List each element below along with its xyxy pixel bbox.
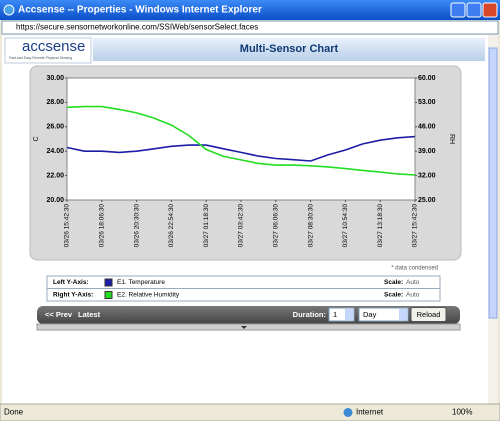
- y-tick-label: 28.00: [46, 99, 64, 106]
- x-tick-label: 03/27 08:30:30: [307, 204, 314, 248]
- expand-bar[interactable]: [36, 323, 461, 331]
- y2-tick-label: 60.00: [418, 75, 436, 82]
- reload-label: Reload: [417, 310, 441, 319]
- plot-area: [66, 77, 416, 201]
- note: * data condensed: [391, 266, 438, 272]
- x-tick-label: 03/27 15:42:30: [412, 204, 419, 248]
- legend-axis: Right Y-Axis:: [53, 292, 93, 299]
- y-tick-label: 26.00: [46, 124, 64, 131]
- x-tick-label: 03/26 15:42:30: [64, 204, 71, 248]
- y-tick-label: 30.00: [46, 75, 64, 82]
- duration-value: 1: [333, 310, 337, 319]
- y2-tick-label: 25.00: [418, 197, 436, 204]
- x-tick-label: 03/27 01:18:30: [203, 204, 210, 248]
- y-tick-label: 20.00: [46, 197, 64, 204]
- address-bar[interactable]: [1, 20, 499, 35]
- legend-swatch: [104, 291, 113, 299]
- x-tick-label: 03/26 20:30:30: [133, 204, 140, 248]
- prev-link[interactable]: << Prev: [45, 310, 73, 319]
- reload-button[interactable]: [410, 307, 447, 322]
- logo-box: [4, 37, 92, 64]
- status-text: Done: [4, 408, 24, 417]
- y-tick-label: 22.00: [46, 172, 64, 179]
- unit-select[interactable]: [358, 307, 409, 322]
- x-tick-label: 03/27 10:54:30: [342, 204, 349, 248]
- legend-table: Left Y-Axis: E1. Temperature Scale: Auto Rig…: [46, 275, 441, 302]
- x-tick-label: 03/27 13:18:30: [377, 204, 384, 248]
- legend-series: E1. Temperature: [117, 279, 165, 286]
- close-button[interactable]: [482, 2, 498, 18]
- x-tick-label: 03/26 22:54:30: [168, 204, 175, 248]
- zone-icon: [343, 408, 353, 417]
- legend-scale-label: Scale:: [384, 292, 403, 299]
- y2-tick-label: 39.00: [418, 148, 436, 155]
- unit-value: Day: [363, 310, 377, 319]
- page-title: Multi-Sensor Chart: [240, 43, 339, 55]
- y-axis-label: C: [33, 136, 40, 141]
- x-tick-label: 03/26 18:06:30: [99, 204, 106, 248]
- address-url: https://secure.sensornetworkonline.com/S…: [16, 23, 258, 32]
- scroll-thumb[interactable]: [488, 47, 498, 319]
- status-bar: [0, 403, 500, 421]
- x-tick-label: 03/27 06:06:30: [273, 204, 280, 248]
- minimize-button[interactable]: [450, 2, 466, 18]
- select-arrow: [399, 309, 407, 320]
- tagline: Fast and Easy Remote Physical Sensing: [9, 56, 72, 60]
- zoom-text[interactable]: 100%: [452, 408, 472, 417]
- header-bar: [93, 38, 485, 61]
- legend-scale: Auto: [406, 292, 420, 299]
- maximize-button[interactable]: [466, 2, 482, 18]
- y-tick-label: 24.00: [46, 148, 64, 155]
- latest-link[interactable]: Latest: [78, 310, 101, 319]
- y2-axis-label: RH: [448, 134, 455, 144]
- logo: accsense: [22, 38, 85, 55]
- series-line: [66, 105, 416, 176]
- title-bar: [0, 0, 500, 20]
- x-tick-label: 03/27 03:42:30: [238, 204, 245, 248]
- duration-label: Duration:: [293, 310, 326, 319]
- legend-scale: Auto: [406, 279, 420, 286]
- select-arrow: [345, 309, 353, 320]
- window-title: Accsense -- Properties - Windows Interne…: [18, 5, 262, 16]
- legend-scale-label: Scale:: [384, 279, 403, 286]
- legend-series: E2. Relative Humidity: [117, 292, 180, 299]
- series-line: [66, 135, 416, 162]
- y2-tick-label: 53.00: [418, 99, 436, 106]
- expand-arrow: [241, 326, 247, 329]
- ie-icon: [3, 4, 15, 16]
- legend-swatch: [104, 278, 113, 287]
- zone-text: Internet: [356, 408, 384, 417]
- legend-axis: Left Y-Axis:: [53, 279, 89, 286]
- y2-tick-label: 46.00: [418, 124, 436, 131]
- y2-tick-label: 32.00: [418, 172, 436, 179]
